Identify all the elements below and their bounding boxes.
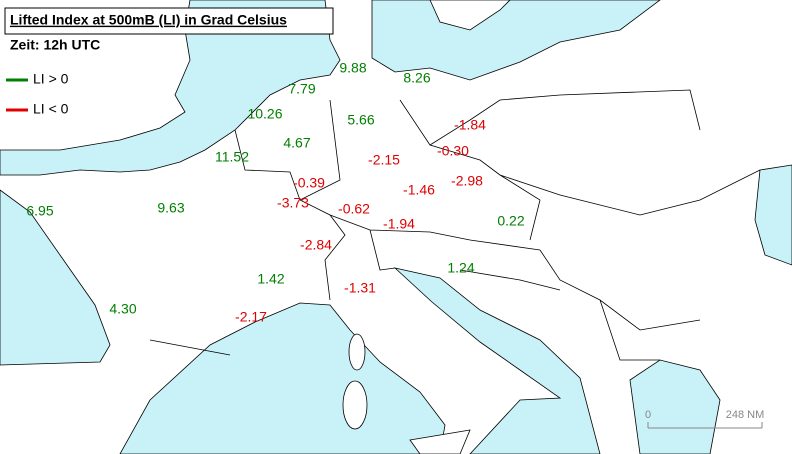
li-value: 5.66 xyxy=(347,112,374,128)
time-label: Zeit: 12h UTC xyxy=(10,37,100,53)
li-value: 0.22 xyxy=(497,213,524,229)
legend-label: LI > 0 xyxy=(33,71,69,87)
sardinia xyxy=(342,380,368,430)
title-box xyxy=(4,7,334,35)
li-value: 6.95 xyxy=(26,203,53,219)
li-value: -1.46 xyxy=(403,182,435,198)
corsica xyxy=(348,333,366,371)
li-value: -3.73 xyxy=(277,195,309,211)
borders xyxy=(149,89,761,361)
li-value: 8.26 xyxy=(403,70,430,86)
li-value: -2.17 xyxy=(235,309,267,325)
li-value: 1.24 xyxy=(447,260,474,276)
scale-end: 248 NM xyxy=(726,409,765,421)
north-sea xyxy=(0,0,341,176)
li-value: -0.30 xyxy=(437,143,469,159)
li-value: -1.84 xyxy=(454,117,486,133)
scale-start: 0 xyxy=(645,409,651,421)
li-value: 4.30 xyxy=(109,301,136,317)
scandinavia xyxy=(429,0,511,31)
li-value: 11.52 xyxy=(215,149,249,165)
li-value: 7.79 xyxy=(288,81,315,97)
adriatic xyxy=(393,267,601,454)
li-value: 10.26 xyxy=(247,106,282,122)
li-value: -0.39 xyxy=(293,175,325,191)
li-value: -1.31 xyxy=(344,280,376,296)
legend-label: LI < 0 xyxy=(33,101,69,117)
li-value: 9.88 xyxy=(339,60,366,76)
black-sea xyxy=(754,164,792,266)
li-value: 1.42 xyxy=(257,271,284,287)
li-value: -2.15 xyxy=(368,152,400,168)
li-value: 4.67 xyxy=(283,135,310,151)
li-value: 9.63 xyxy=(157,200,184,216)
title: Lifted Index at 500mB (LI) in Grad Celsi… xyxy=(10,12,287,28)
biscay xyxy=(0,189,111,366)
li-value: -2.84 xyxy=(300,237,332,253)
li-value: -1.94 xyxy=(383,216,415,232)
li-value: -0.62 xyxy=(338,201,370,217)
li-value: -2.98 xyxy=(451,173,483,189)
sicily xyxy=(409,429,471,454)
